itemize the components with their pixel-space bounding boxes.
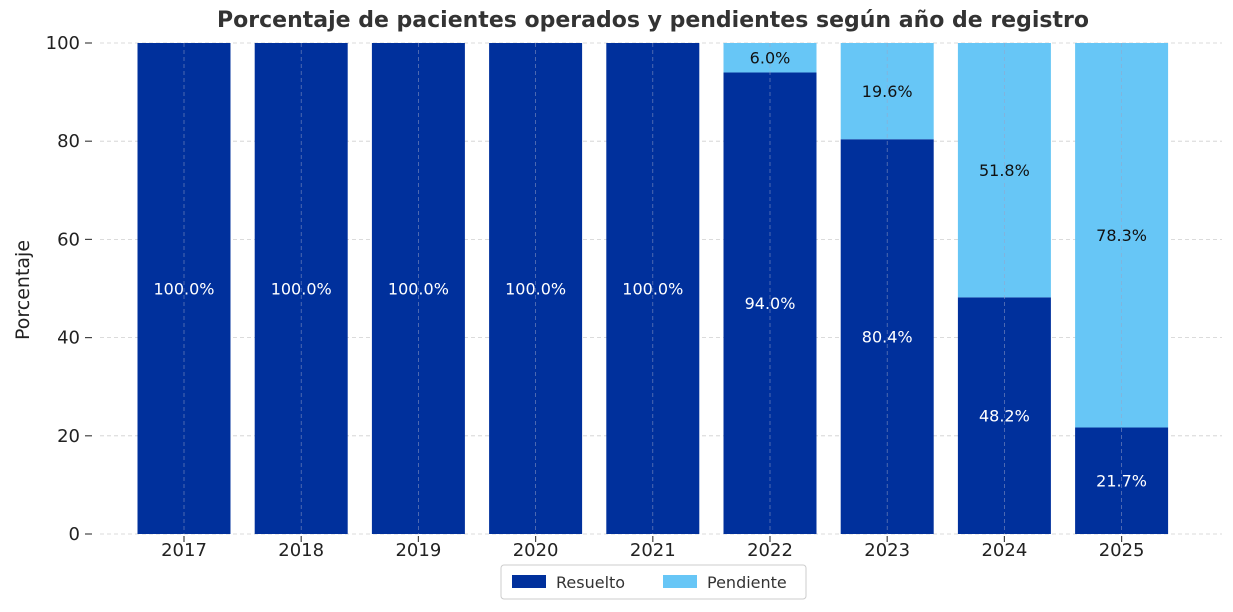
x-tick-label: 2021 [630, 540, 676, 561]
bar-label-resuelto-2017: 100.0% [153, 280, 214, 299]
bar-label-resuelto-2025: 21.7% [1096, 472, 1147, 491]
bar-label-resuelto-2024: 48.2% [979, 407, 1030, 426]
legend-box [500, 564, 807, 600]
axes: 0 20 40 60 80 100 2017 2018 2019 2020 2021 2022 2023… [46, 33, 1145, 561]
bar-labels: 100.0% 100.0% 100.0% 100.0% 100.0% 94.0% 6.0% 8… [153, 49, 1147, 491]
vertical-grid-lines [183, 43, 1122, 534]
bar-label-resuelto-2022: 94.0% [745, 294, 796, 313]
legend-swatch-pendiente[interactable] [663, 575, 697, 588]
bar-label-pendiente-2024: 51.8% [979, 161, 1030, 180]
x-tick-label: 2022 [747, 540, 793, 561]
bar-label-resuelto-2019: 100.0% [388, 280, 449, 299]
bar-label-resuelto-2021: 100.0% [622, 280, 683, 299]
x-tick-label: 2025 [1099, 540, 1145, 561]
x-tick-label: 2018 [278, 540, 324, 561]
bar-label-resuelto-2023: 80.4% [862, 328, 913, 347]
bar-label-pendiente-2023: 19.6% [862, 82, 913, 101]
y-tick-label: 20 [57, 426, 80, 447]
legend-label-resuelto[interactable]: Resuelto [556, 573, 625, 592]
y-tick-label: 100 [46, 33, 80, 54]
x-tick-label: 2024 [981, 540, 1027, 561]
y-tick-label: 80 [57, 131, 80, 152]
chart-title: Porcentaje de pacientes operados y pendi… [217, 8, 1089, 33]
bar-label-pendiente-2022: 6.0% [750, 49, 791, 68]
y-tick-label: 40 [57, 328, 80, 349]
x-tick-label: 2023 [864, 540, 910, 561]
x-tick-label: 2017 [161, 540, 207, 561]
legend-label-pendiente[interactable]: Pendiente [707, 573, 787, 592]
bar-label-resuelto-2018: 100.0% [271, 280, 332, 299]
y-axis-title: Porcentaje [12, 240, 34, 340]
x-tick-label: 2019 [395, 540, 441, 561]
legend[interactable]: Resuelto Pendiente [500, 564, 807, 600]
legend-swatch-resuelto[interactable] [512, 575, 546, 588]
x-tick-label: 2020 [513, 540, 559, 561]
y-tick-label: 0 [69, 524, 80, 545]
bar-label-pendiente-2025: 78.3% [1096, 226, 1147, 245]
y-tick-label: 60 [57, 229, 80, 250]
bar-label-resuelto-2020: 100.0% [505, 280, 566, 299]
